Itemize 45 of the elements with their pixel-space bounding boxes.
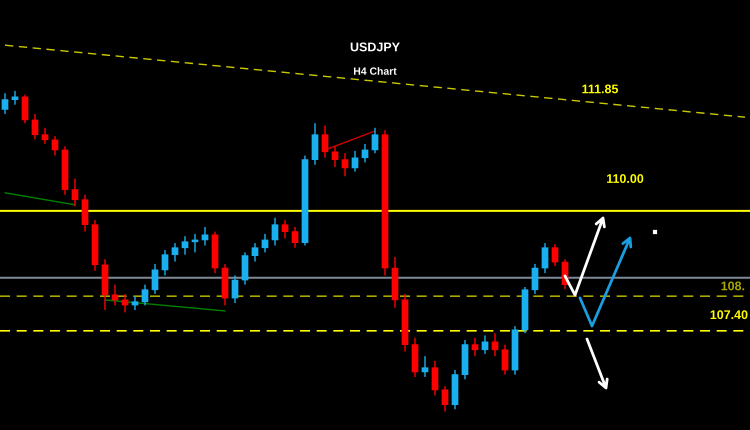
candlestick <box>292 226 298 248</box>
candlestick <box>542 242 548 274</box>
ref-line-label: 110.00 <box>607 174 644 183</box>
candlestick <box>332 146 338 168</box>
text: USDJPY <box>350 42 400 52</box>
candlestick <box>192 233 198 254</box>
candlestick <box>502 344 508 376</box>
candlestick <box>152 263 158 295</box>
candlestick <box>362 143 368 164</box>
candlestick <box>122 293 128 314</box>
candlestick <box>182 236 188 256</box>
candlestick <box>282 219 288 240</box>
candlestick <box>422 355 428 378</box>
ref-line-label: 108. <box>721 281 744 290</box>
candlestick <box>492 332 498 357</box>
candlestick <box>342 152 348 177</box>
candlestick <box>472 337 478 357</box>
candlestick <box>2 92 8 115</box>
annotation: 111.85 <box>582 84 618 94</box>
candlestick <box>352 150 358 172</box>
text: H4 Chart <box>354 67 397 75</box>
candlestick <box>172 242 178 262</box>
candlestick <box>112 284 118 306</box>
candlestick <box>32 113 38 140</box>
candlestick <box>42 127 48 145</box>
candlestick <box>12 90 18 106</box>
ref-line-label: 107.40 <box>710 310 748 320</box>
candlestick <box>252 242 258 262</box>
candlestick <box>52 135 58 156</box>
candlestick <box>552 243 558 267</box>
candlestick <box>262 233 268 254</box>
candlestick <box>442 385 448 412</box>
candlestick <box>272 217 278 246</box>
candlestick <box>202 226 208 246</box>
candlestick <box>372 127 378 154</box>
candlestick <box>162 249 168 276</box>
candlestick <box>432 360 438 396</box>
candlestick <box>22 94 28 124</box>
candlestick <box>132 296 138 311</box>
candlestick <box>232 274 238 304</box>
candlestick <box>72 178 78 207</box>
candlestick <box>142 284 148 306</box>
candlestick <box>482 334 488 355</box>
candlestick <box>322 124 328 158</box>
candlestick <box>532 263 538 295</box>
